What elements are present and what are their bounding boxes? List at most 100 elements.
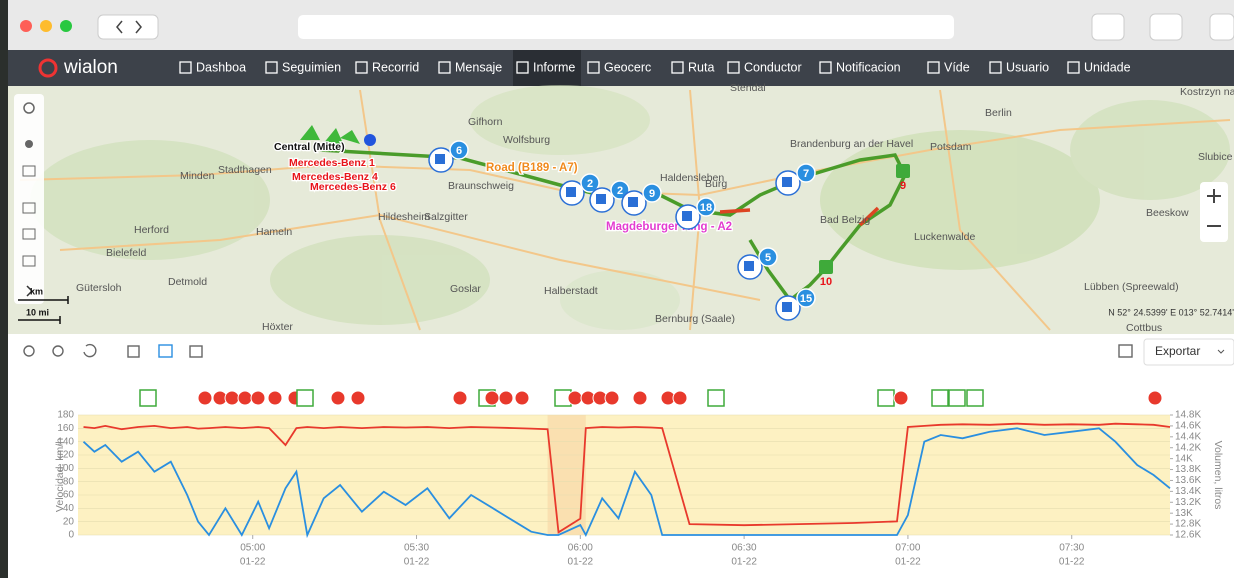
event-stop[interactable] [268,391,282,405]
event-stop[interactable] [568,391,582,405]
event-stop[interactable] [331,391,345,405]
marker-count: 18 [700,202,712,214]
stop-flag [744,261,754,271]
nav-item[interactable]: Recorrid [372,60,419,74]
event-stop[interactable] [1148,391,1162,405]
event-fuel[interactable] [140,390,156,406]
x-tick-label: 07:30 [1059,543,1084,554]
place-label: Lübben (Spreewald) [1084,281,1179,293]
y2-tick-label: 14.6K [1175,421,1201,432]
y2-tick-label: 13.2K [1175,497,1201,508]
close-button[interactable] [20,20,32,32]
event-stop[interactable] [605,391,619,405]
event-stop[interactable] [515,391,529,405]
place-label: Herford [134,224,169,236]
event-fuel[interactable] [932,390,948,406]
scale-km: km [30,286,43,296]
nav-buttons[interactable] [98,15,158,39]
marker-count: 9 [649,188,655,200]
nav-item[interactable]: Mensaje [455,60,502,74]
y-tick-label: 0 [68,530,74,541]
event-stop[interactable] [673,391,687,405]
y2-tick-label: 13.6K [1175,475,1201,486]
y2-tick-label: 12.6K [1175,530,1201,541]
export-label[interactable]: Exportar [1155,344,1200,358]
vehicle-icon [364,134,376,146]
nav-item[interactable]: Conductor [744,60,802,74]
place-label: Stendal [730,82,766,94]
event-fuel[interactable] [708,390,724,406]
x-tick-date: 01-22 [404,557,430,568]
marker-count: 15 [800,293,812,305]
tabs-button[interactable] [1150,14,1182,40]
nav-item[interactable]: Seguimien [282,60,341,74]
x-tick-date: 01-22 [568,557,594,568]
marker-count: 7 [803,168,809,180]
nav-item[interactable]: Dashboa [196,60,246,74]
y2-tick-label: 13K [1175,508,1193,519]
x-tick-label: 05:00 [240,543,265,554]
zoom-button[interactable] [60,20,72,32]
event-fuel[interactable] [967,390,983,406]
place-label: Burg [705,178,727,190]
page: wialon Dashboa Seguimien Recorrid Mensaje In… [0,0,1234,578]
place-label: Gütersloh [76,282,122,294]
nav-item[interactable]: Geocerc [604,60,651,74]
event-stop[interactable] [894,391,908,405]
event-stop[interactable] [225,391,239,405]
y2-tick-label: 14K [1175,453,1193,464]
stop-flag [596,194,606,204]
place-label: Berlin [985,107,1012,119]
event-stop[interactable] [238,391,252,405]
place-label: Minden [180,170,215,182]
marker-count: 2 [587,178,593,190]
minimize-button[interactable] [40,20,52,32]
scale-mi: 10 mi [26,307,49,317]
y2-tick-label: 13.4K [1175,486,1201,497]
event-fuel[interactable] [949,390,965,406]
nav-item[interactable]: Unidade [1084,60,1131,74]
x-tick-label: 06:30 [732,543,757,554]
vehicle-label[interactable]: Mercedes-Benz 6 [310,181,396,193]
vehicle-label[interactable]: Central (Mitte) [274,141,345,153]
nav-item[interactable]: Usuario [1006,60,1049,74]
y2-tick-label: 14.8K [1175,410,1201,421]
x-tick-date: 01-22 [731,557,757,568]
nav-item[interactable]: Víde [944,60,970,74]
place-label: Halberstadt [544,285,598,297]
road-label: Magdeburger Ring - A2 [606,221,732,233]
x-tick-label: 07:00 [895,543,920,554]
coordinates: N 52° 24.5399' E 013° 52.7414' [1108,307,1234,317]
fuel-pin[interactable] [896,164,910,178]
place-label: Braunschweig [448,180,514,192]
event-fuel[interactable] [297,390,313,406]
logo[interactable]: wialon [63,57,118,78]
new-tab-button[interactable] [1210,14,1234,40]
x-tick-label: 05:30 [404,543,429,554]
x-tick-date: 01-22 [240,557,266,568]
event-stop[interactable] [351,391,365,405]
event-stop[interactable] [198,391,212,405]
app-window: wialon Dashboa Seguimien Recorrid Mensaje In… [0,0,1234,578]
nav-item[interactable]: Ruta [688,60,714,74]
event-stop[interactable] [453,391,467,405]
chart-toolbar [8,334,1234,370]
place-label: Bielefeld [106,247,146,259]
fuel-pin[interactable] [819,260,833,274]
x-tick-label: 06:00 [568,543,593,554]
place-label: Brandenburg an der Havel [790,138,913,150]
event-stop[interactable] [485,391,499,405]
nav-item[interactable]: Informe [533,60,575,74]
event-fuel[interactable] [878,390,894,406]
stop-flag [435,154,445,164]
fuel-label: 10 [820,276,832,288]
event-stop[interactable] [633,391,647,405]
map-tools[interactable] [14,94,44,304]
vehicle-label[interactable]: Mercedes-Benz 1 [289,157,375,169]
address-bar[interactable] [298,15,954,39]
event-stop[interactable] [499,391,513,405]
place-label: Slubice [1198,151,1233,163]
nav-item[interactable]: Notificacion [836,60,901,74]
event-stop[interactable] [251,391,265,405]
share-button[interactable] [1092,14,1124,40]
